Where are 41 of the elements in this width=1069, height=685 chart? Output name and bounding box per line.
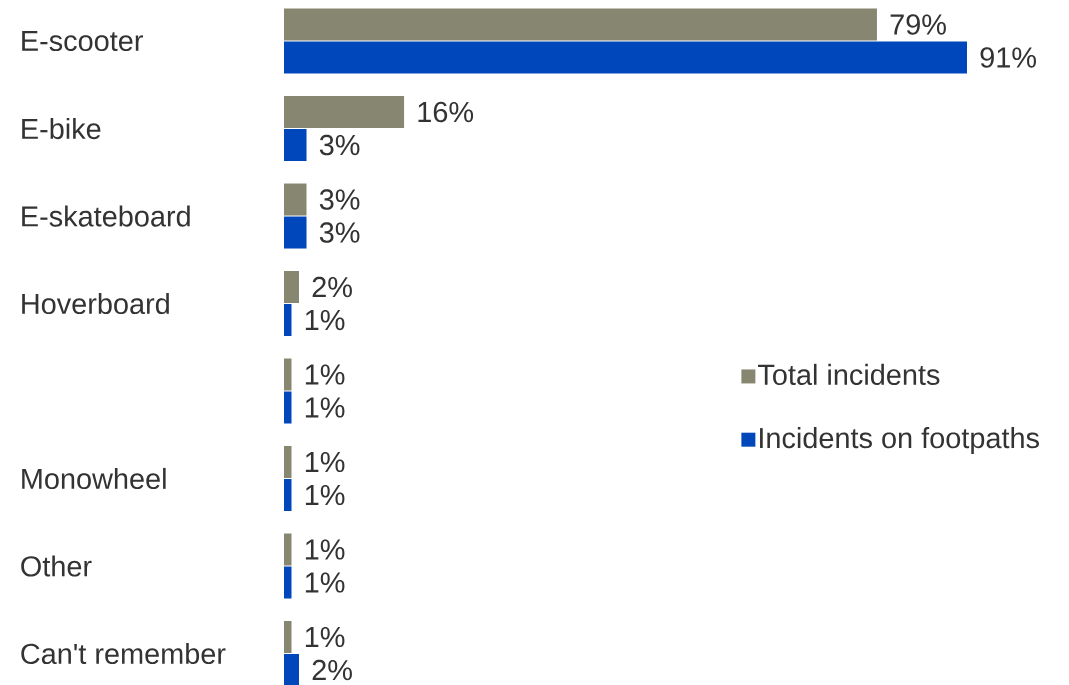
y-tick-label: E-skateboard xyxy=(22,205,190,227)
legend-label: Total incidents xyxy=(758,363,940,386)
y-tick-label: Other xyxy=(21,555,92,577)
bar xyxy=(284,566,292,599)
y-tick-label: Monowheel xyxy=(22,467,166,490)
bar xyxy=(284,41,967,74)
bar xyxy=(284,216,307,249)
y-tick-label: Can't remember xyxy=(21,642,226,665)
y-tick-label: E-scooter xyxy=(22,30,143,52)
y-tick-label: E-bike xyxy=(22,117,101,140)
data-label: 1% xyxy=(305,451,345,473)
bar xyxy=(284,96,405,129)
bar xyxy=(284,446,292,479)
data-label: 1% xyxy=(305,364,345,385)
data-label: 3% xyxy=(319,134,360,156)
data-label: 2% xyxy=(312,276,352,298)
bar xyxy=(284,358,292,391)
data-label: 79% xyxy=(890,14,946,35)
bar xyxy=(284,8,877,41)
data-label: 3% xyxy=(319,189,360,210)
bar xyxy=(284,621,292,653)
bar xyxy=(284,183,307,216)
data-label: 1% xyxy=(305,309,345,331)
bar xyxy=(284,391,292,424)
data-label: 16% xyxy=(418,101,474,123)
data-label: 1% xyxy=(305,626,345,648)
data-label: 3% xyxy=(319,222,360,243)
data-label: 1% xyxy=(305,539,345,560)
data-label: 91% xyxy=(980,47,1036,68)
bar xyxy=(284,479,292,512)
bar xyxy=(284,129,307,162)
bar xyxy=(284,304,292,337)
data-label: 2% xyxy=(312,659,352,681)
data-label: 1% xyxy=(305,484,345,506)
bar xyxy=(284,271,300,304)
data-label: 1% xyxy=(305,572,345,593)
y-tick-label: Hoverboard xyxy=(22,292,169,315)
bar xyxy=(284,654,300,685)
bar xyxy=(284,533,292,566)
legend-label: Incidents on footpaths xyxy=(760,427,1039,454)
data-label: 1% xyxy=(305,397,345,418)
